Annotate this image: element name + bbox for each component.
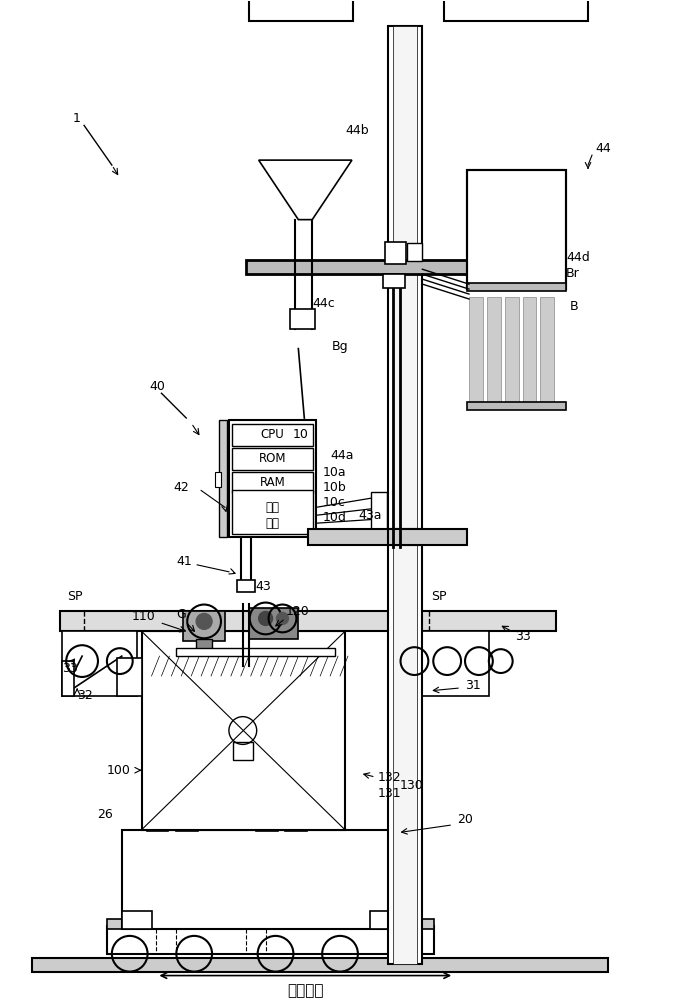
Text: 44d: 44d (566, 251, 590, 264)
Bar (467, 170, 566, 289)
Text: Bg: Bg (332, 340, 348, 353)
Bar (385, 242, 407, 264)
Bar (237, 580, 255, 592)
Text: Br: Br (566, 267, 580, 280)
Text: 43a: 43a (358, 509, 381, 522)
Text: 44c: 44c (312, 297, 335, 310)
Bar (147, 632, 168, 831)
Bar (60, 611, 556, 631)
Bar (232, 490, 314, 534)
Text: 131: 131 (378, 787, 401, 800)
Text: 10a: 10a (323, 466, 347, 479)
Bar (388, 529, 467, 545)
Text: 31: 31 (465, 679, 481, 692)
Text: 20: 20 (457, 813, 473, 826)
Bar (219, 420, 227, 537)
Text: 33: 33 (514, 630, 530, 643)
Bar (467, 402, 566, 410)
Text: 44b: 44b (345, 124, 368, 137)
Bar (285, 612, 307, 831)
Bar (469, 297, 483, 406)
Bar (215, 472, 221, 487)
Bar (388, 26, 423, 964)
Bar (196, 639, 212, 651)
Text: 44a: 44a (330, 449, 353, 462)
Bar (370, 492, 387, 542)
Circle shape (196, 613, 212, 629)
Bar (246, 260, 474, 274)
Bar (117, 658, 141, 696)
Text: 100: 100 (107, 764, 131, 777)
Text: RAM: RAM (260, 476, 285, 489)
Text: 26: 26 (97, 808, 113, 821)
Bar (122, 830, 419, 929)
Bar (407, 243, 423, 261)
Text: 43: 43 (256, 580, 272, 593)
Bar (232, 472, 314, 493)
Bar (541, 297, 554, 406)
Bar (467, 283, 566, 291)
Bar (32, 958, 608, 972)
Text: ROM: ROM (259, 452, 286, 465)
Bar (445, 0, 588, 21)
Bar (141, 631, 345, 830)
Circle shape (259, 611, 272, 625)
Bar (232, 448, 314, 470)
Bar (229, 420, 316, 537)
Text: 110: 110 (132, 610, 156, 623)
Bar (233, 742, 252, 760)
Text: 宽度方向: 宽度方向 (287, 983, 324, 998)
Bar (122, 911, 152, 929)
Text: SP: SP (431, 590, 447, 603)
Bar (399, 631, 489, 696)
Bar (505, 297, 519, 406)
Bar (523, 297, 536, 406)
Text: 130: 130 (399, 779, 423, 792)
Bar (176, 632, 198, 831)
Text: 132: 132 (378, 771, 401, 784)
Bar (62, 631, 137, 696)
Bar (249, 608, 298, 639)
Text: 1: 1 (72, 112, 80, 125)
Bar (383, 274, 405, 288)
Bar (62, 661, 74, 696)
Bar (256, 612, 278, 831)
Text: 33: 33 (62, 662, 78, 675)
Text: 120: 120 (285, 605, 309, 618)
Bar (232, 424, 314, 446)
Text: 41: 41 (176, 555, 192, 568)
Bar (487, 297, 501, 406)
Text: 10b: 10b (323, 481, 347, 494)
Polygon shape (259, 160, 352, 220)
Text: 40: 40 (150, 380, 165, 393)
Text: 32: 32 (77, 689, 93, 702)
Text: 10c: 10c (323, 496, 346, 509)
Bar (392, 26, 417, 964)
Bar (249, 0, 353, 21)
Text: 44: 44 (595, 142, 611, 155)
Bar (176, 648, 335, 656)
Circle shape (276, 612, 288, 624)
Bar (370, 911, 399, 929)
Text: CPU: CPU (261, 428, 285, 441)
Bar (183, 611, 225, 641)
Text: 触摸: 触摸 (265, 501, 280, 514)
Bar (290, 309, 316, 329)
Bar (308, 529, 423, 545)
Bar (107, 926, 434, 954)
Text: 面板: 面板 (265, 517, 280, 530)
Text: SP: SP (67, 590, 83, 603)
Text: 10d: 10d (323, 511, 347, 524)
Bar (467, 170, 566, 289)
Text: 10: 10 (292, 428, 308, 441)
Text: G: G (176, 608, 186, 621)
Text: B: B (570, 300, 579, 313)
Bar (107, 919, 434, 929)
Text: 42: 42 (174, 481, 189, 494)
